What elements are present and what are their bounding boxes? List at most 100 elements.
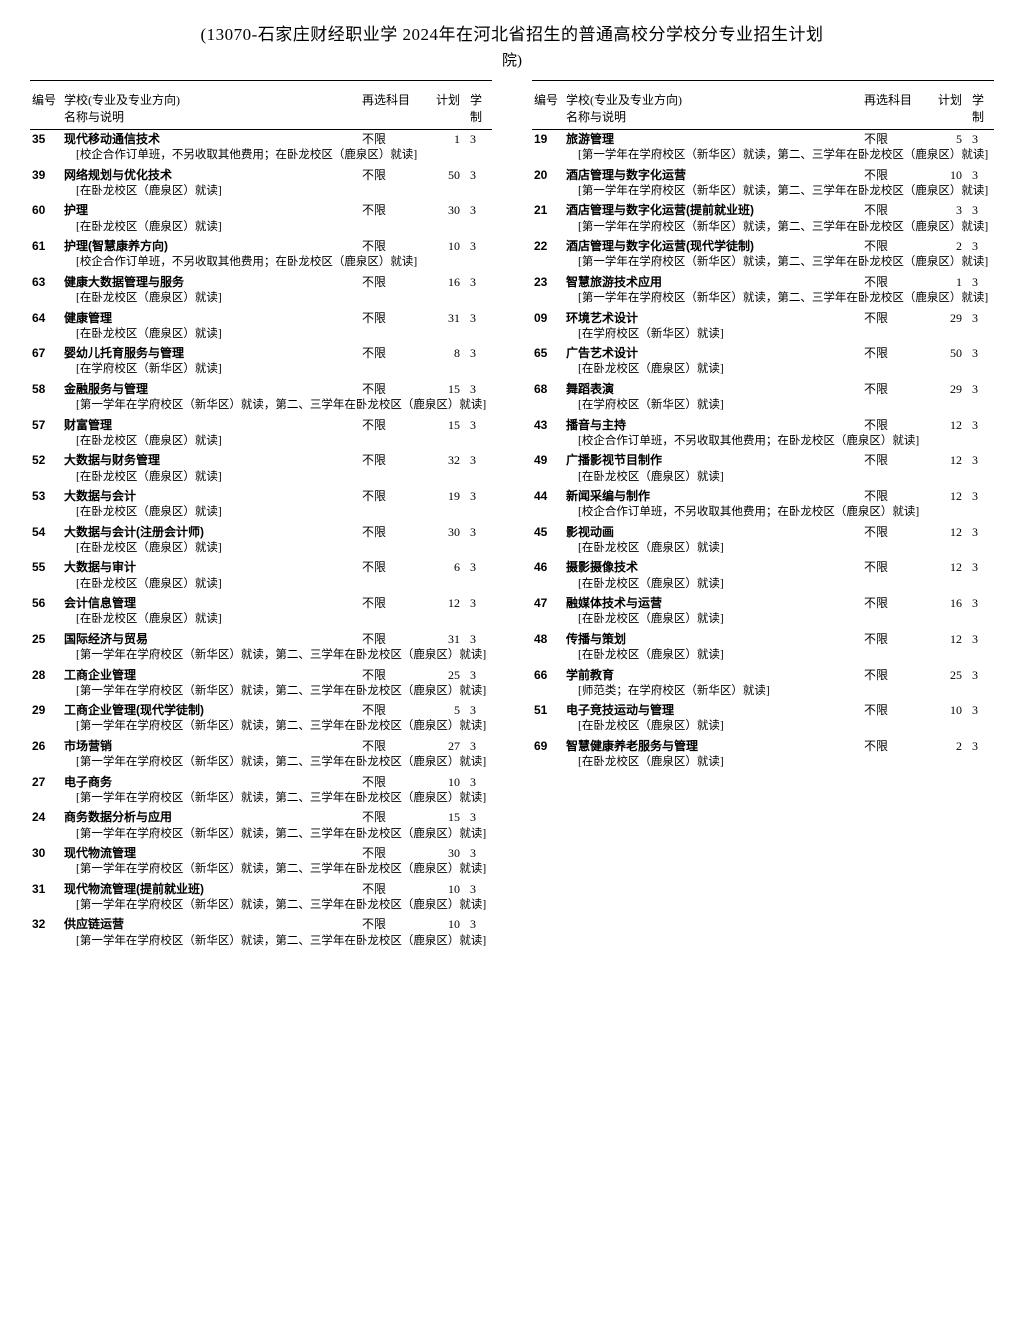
row-subj: 不限 bbox=[360, 487, 424, 505]
row-plan: 15 bbox=[424, 808, 468, 826]
row-name: 工商企业管理 bbox=[62, 666, 360, 684]
row-note: [在卧龙校区（鹿泉区）就读] bbox=[62, 327, 492, 345]
row-code: 32 bbox=[30, 915, 62, 933]
header-dur-line2: 制 bbox=[470, 110, 482, 124]
page-title: (13070-石家庄财经职业学 2024年在河北省招生的普通高校分学校分专业招生… bbox=[30, 20, 994, 45]
table-row: 39网络规划与优化技术不限503 bbox=[30, 166, 492, 184]
column-top-rule bbox=[532, 80, 994, 81]
table-row: 32供应链运营不限103 bbox=[30, 915, 492, 933]
table-row: 52大数据与财务管理不限323 bbox=[30, 451, 492, 469]
table-row: 55大数据与审计不限63 bbox=[30, 558, 492, 576]
row-note: [第一学年在学府校区（新华区）就读，第二、三学年在卧龙校区（鹿泉区）就读] bbox=[62, 398, 492, 416]
row-note: [第一学年在学府校区（新华区）就读，第二、三学年在卧龙校区（鹿泉区）就读] bbox=[564, 184, 994, 202]
row-subj: 不限 bbox=[862, 201, 926, 219]
table-row: 47融媒体技术与运营不限163 bbox=[532, 594, 994, 612]
row-dur: 3 bbox=[970, 416, 994, 434]
row-note: [第一学年在学府校区（新华区）就读，第二、三学年在卧龙校区（鹿泉区）就读] bbox=[62, 684, 492, 702]
row-name: 供应链运营 bbox=[62, 915, 360, 933]
row-name: 广告艺术设计 bbox=[564, 344, 862, 362]
row-subj: 不限 bbox=[360, 130, 424, 149]
row-note: [校企合作订单班，不另收取其他费用；在卧龙校区（鹿泉区）就读] bbox=[62, 255, 492, 273]
header-dur: 学 制 bbox=[468, 87, 492, 130]
row-plan: 3 bbox=[926, 201, 970, 219]
row-dur: 3 bbox=[468, 344, 492, 362]
table-note-row: [在学府校区（新华区）就读] bbox=[30, 362, 492, 380]
row-dur: 3 bbox=[970, 630, 994, 648]
header-dur-line2: 制 bbox=[972, 110, 984, 124]
table-note-row: [校企合作订单班，不另收取其他费用；在卧龙校区（鹿泉区）就读] bbox=[30, 148, 492, 166]
table-note-row: [在卧龙校区（鹿泉区）就读] bbox=[532, 362, 994, 380]
row-code: 39 bbox=[30, 166, 62, 184]
header-subj: 再选科目 bbox=[862, 87, 926, 130]
row-name: 金融服务与管理 bbox=[62, 380, 360, 398]
table-note-row: [在卧龙校区（鹿泉区）就读] bbox=[30, 327, 492, 345]
table-note-row: [第一学年在学府校区（新华区）就读，第二、三学年在卧龙校区（鹿泉区）就读] bbox=[532, 220, 994, 238]
row-plan: 30 bbox=[424, 523, 468, 541]
row-subj: 不限 bbox=[862, 237, 926, 255]
table-row: 61护理(智慧康养方向)不限103 bbox=[30, 237, 492, 255]
row-dur: 3 bbox=[468, 273, 492, 291]
row-note: [第一学年在学府校区（新华区）就读，第二、三学年在卧龙校区（鹿泉区）就读] bbox=[62, 934, 492, 952]
row-plan: 6 bbox=[424, 558, 468, 576]
row-dur: 3 bbox=[468, 309, 492, 327]
row-dur: 3 bbox=[468, 915, 492, 933]
header-name: 学校(专业及专业方向) 名称与说明 bbox=[62, 87, 360, 130]
row-note: [第一学年在学府校区（新华区）就读，第二、三学年在卧龙校区（鹿泉区）就读] bbox=[62, 862, 492, 880]
row-subj: 不限 bbox=[360, 773, 424, 791]
row-note: [在卧龙校区（鹿泉区）就读] bbox=[62, 541, 492, 559]
table-row: 58金融服务与管理不限153 bbox=[30, 380, 492, 398]
row-note: [在卧龙校区（鹿泉区）就读] bbox=[62, 434, 492, 452]
row-plan: 50 bbox=[926, 344, 970, 362]
row-name: 现代物流管理(提前就业班) bbox=[62, 880, 360, 898]
row-plan: 50 bbox=[424, 166, 468, 184]
row-plan: 1 bbox=[926, 273, 970, 291]
table-note-row: [在卧龙校区（鹿泉区）就读] bbox=[30, 291, 492, 309]
row-subj: 不限 bbox=[360, 666, 424, 684]
row-dur: 3 bbox=[970, 594, 994, 612]
row-dur: 3 bbox=[970, 273, 994, 291]
row-code: 47 bbox=[532, 594, 564, 612]
table-row: 63健康大数据管理与服务不限163 bbox=[30, 273, 492, 291]
table-note-row: [校企合作订单班，不另收取其他费用；在卧龙校区（鹿泉区）就读] bbox=[532, 434, 994, 452]
header-plan: 计划 bbox=[424, 87, 468, 130]
row-subj: 不限 bbox=[360, 201, 424, 219]
row-name: 商务数据分析与应用 bbox=[62, 808, 360, 826]
row-plan: 12 bbox=[926, 451, 970, 469]
row-name: 广播影视节目制作 bbox=[564, 451, 862, 469]
table-row: 19旅游管理不限53 bbox=[532, 130, 994, 149]
row-subj: 不限 bbox=[360, 737, 424, 755]
table-row: 20酒店管理与数字化运营不限103 bbox=[532, 166, 994, 184]
row-code: 61 bbox=[30, 237, 62, 255]
row-name: 新闻采编与制作 bbox=[564, 487, 862, 505]
right-table-body: 19旅游管理不限53 [第一学年在学府校区（新华区）就读，第二、三学年在卧龙校区（… bbox=[532, 130, 994, 773]
row-subj: 不限 bbox=[360, 380, 424, 398]
row-note: [在卧龙校区（鹿泉区）就读] bbox=[62, 220, 492, 238]
table-row: 64健康管理不限313 bbox=[30, 309, 492, 327]
row-name: 酒店管理与数字化运营 bbox=[564, 166, 862, 184]
row-note: [在卧龙校区（鹿泉区）就读] bbox=[564, 719, 994, 737]
table-row: 57财富管理不限153 bbox=[30, 416, 492, 434]
row-note: [在卧龙校区（鹿泉区）就读] bbox=[564, 577, 994, 595]
table-note-row: [在卧龙校区（鹿泉区）就读] bbox=[30, 184, 492, 202]
table-row: 27电子商务不限103 bbox=[30, 773, 492, 791]
row-note: [第一学年在学府校区（新华区）就读，第二、三学年在卧龙校区（鹿泉区）就读] bbox=[62, 755, 492, 773]
row-dur: 3 bbox=[970, 380, 994, 398]
row-name: 护理 bbox=[62, 201, 360, 219]
header-name-line2: 名称与说明 bbox=[566, 110, 626, 124]
row-note: [第一学年在学府校区（新华区）就读，第二、三学年在卧龙校区（鹿泉区）就读] bbox=[62, 648, 492, 666]
row-note: [在卧龙校区（鹿泉区）就读] bbox=[564, 362, 994, 380]
row-dur: 3 bbox=[970, 166, 994, 184]
row-subj: 不限 bbox=[862, 166, 926, 184]
table-header: 编号 学校(专业及专业方向) 名称与说明 再选科目 计划 学 制 bbox=[30, 87, 492, 130]
row-note: [在卧龙校区（鹿泉区）就读] bbox=[62, 612, 492, 630]
row-subj: 不限 bbox=[360, 309, 424, 327]
table-note-row: [师范类；在学府校区（新华区）就读] bbox=[532, 684, 994, 702]
row-plan: 5 bbox=[424, 701, 468, 719]
row-subj: 不限 bbox=[360, 344, 424, 362]
row-code: 52 bbox=[30, 451, 62, 469]
table-row: 35现代移动通信技术不限13 bbox=[30, 130, 492, 149]
row-code: 55 bbox=[30, 558, 62, 576]
row-note: [第一学年在学府校区（新华区）就读，第二、三学年在卧龙校区（鹿泉区）就读] bbox=[62, 791, 492, 809]
table-note-row: [第一学年在学府校区（新华区）就读，第二、三学年在卧龙校区（鹿泉区）就读] bbox=[30, 684, 492, 702]
table-note-row: [在卧龙校区（鹿泉区）就读] bbox=[532, 577, 994, 595]
